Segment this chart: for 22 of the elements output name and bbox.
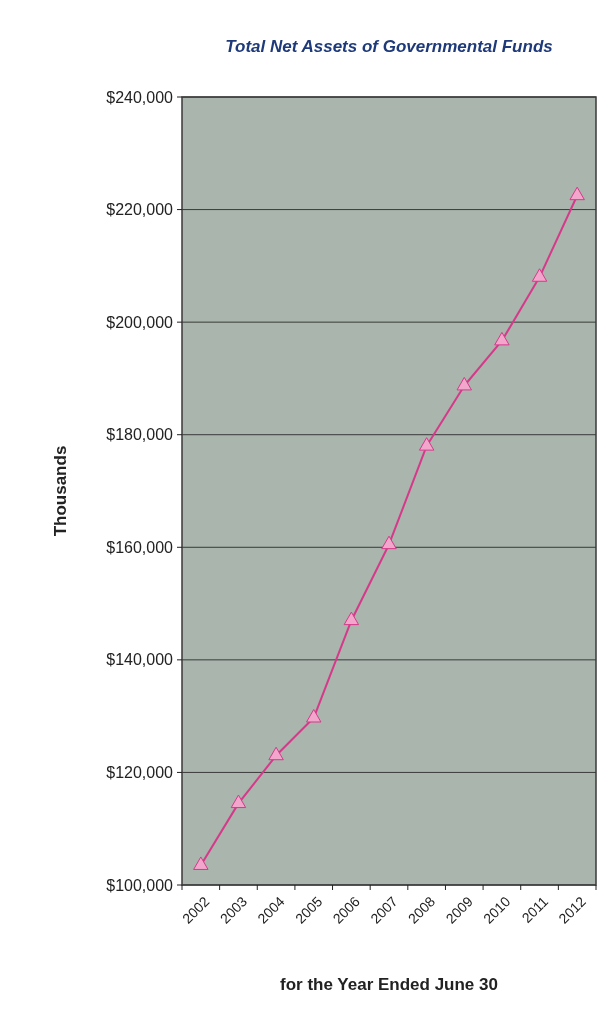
y-tick-label: $180,000 bbox=[106, 426, 174, 444]
y-axis-title: Thousands bbox=[51, 445, 70, 537]
y-tick-label: $140,000 bbox=[106, 651, 174, 669]
point bbox=[456, 376, 472, 391]
y-tick-label: $200,000 bbox=[106, 313, 174, 331]
x-axis-title: for the Year Ended June 30 bbox=[280, 975, 498, 994]
point bbox=[306, 709, 322, 723]
point bbox=[268, 746, 284, 761]
chart-title: Total Net Assets of Governmental Funds bbox=[225, 37, 553, 56]
point bbox=[230, 794, 247, 809]
point bbox=[531, 268, 548, 282]
y-tick-label: $240,000 bbox=[106, 88, 174, 106]
point bbox=[494, 331, 510, 346]
y-tick-label: $160,000 bbox=[106, 538, 174, 556]
point bbox=[569, 186, 585, 201]
point bbox=[418, 437, 435, 451]
y-tick-label: $120,000 bbox=[106, 764, 174, 782]
y-tick-label: $220,000 bbox=[106, 201, 174, 219]
point bbox=[381, 535, 397, 550]
y-tick-label: $100,000 bbox=[106, 876, 174, 894]
point bbox=[343, 611, 360, 626]
point bbox=[193, 856, 209, 870]
